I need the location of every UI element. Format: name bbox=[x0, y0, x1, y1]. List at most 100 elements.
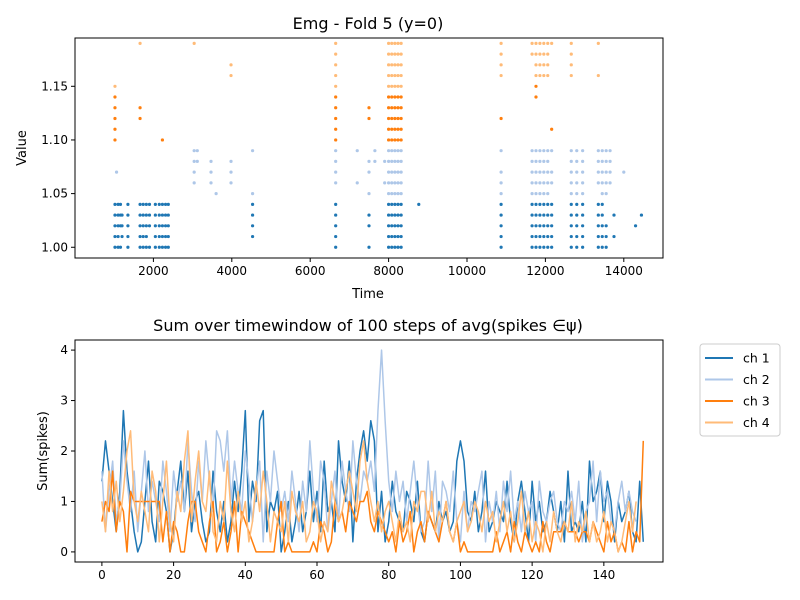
scatter-point-series-2 bbox=[542, 149, 546, 153]
scatter-point-series-2 bbox=[214, 192, 218, 196]
scatter-point-series-3 bbox=[138, 106, 142, 110]
scatter-point-series-2 bbox=[195, 159, 199, 164]
scatter-point-series-1 bbox=[166, 245, 170, 249]
x-tick-label: 140 bbox=[592, 568, 615, 582]
scatter-point-series-2 bbox=[534, 159, 538, 164]
scatter-point-series-1 bbox=[396, 224, 400, 228]
x-tick-label: 14000 bbox=[605, 264, 643, 278]
scatter-point-series-2 bbox=[542, 170, 546, 174]
scatter-point-series-2 bbox=[538, 192, 542, 196]
line-series-1 bbox=[101, 409, 645, 553]
scatter-point-series-2 bbox=[546, 170, 550, 174]
scatter-point-series-4 bbox=[538, 41, 542, 45]
scatter-point-series-1 bbox=[499, 245, 503, 249]
scatter-point-series-4 bbox=[387, 52, 391, 56]
scatter-point-series-4 bbox=[399, 41, 403, 45]
line-series-2 bbox=[101, 349, 637, 543]
scatter-point-series-2 bbox=[546, 159, 550, 164]
scatter-point-series-3 bbox=[113, 116, 117, 121]
scatter-point-series-1 bbox=[118, 202, 123, 206]
scatter-point-series-3 bbox=[160, 138, 165, 142]
scatter-point-series-1 bbox=[393, 245, 397, 249]
scatter-point-series-1 bbox=[596, 224, 600, 228]
scatter-point-series-2 bbox=[596, 181, 600, 185]
scatter-point-series-1 bbox=[499, 234, 503, 239]
scatter-point-series-1 bbox=[141, 234, 145, 239]
scatter-point-series-1 bbox=[600, 234, 604, 239]
scatter-point-series-2 bbox=[534, 149, 538, 153]
scatter-point-series-3 bbox=[396, 106, 400, 110]
scatter-point-series-1 bbox=[396, 202, 400, 206]
scatter-point-series-2 bbox=[229, 170, 233, 174]
legend-label: ch 2 bbox=[743, 372, 770, 387]
scatter-point-series-3 bbox=[534, 84, 538, 88]
bottom-chart: Sum over timewindow of 100 steps of avg(… bbox=[36, 316, 781, 582]
scatter-point-series-1 bbox=[141, 224, 145, 228]
scatter-point-series-1 bbox=[390, 213, 394, 217]
bottom-chart-lines bbox=[101, 349, 645, 553]
x-tick-label: 12000 bbox=[526, 264, 564, 278]
scatter-point-series-1 bbox=[116, 234, 120, 239]
scatter-point-series-3 bbox=[387, 95, 391, 99]
scatter-point-series-2 bbox=[538, 149, 542, 153]
scatter-point-series-2 bbox=[192, 181, 196, 185]
scatter-point-series-1 bbox=[542, 245, 546, 249]
scatter-point-series-1 bbox=[546, 245, 550, 249]
scatter-point-series-2 bbox=[600, 159, 604, 164]
scatter-point-series-3 bbox=[396, 127, 400, 131]
scatter-point-series-4 bbox=[569, 63, 573, 67]
scatter-point-series-2 bbox=[596, 170, 600, 174]
scatter-point-series-2 bbox=[383, 159, 387, 164]
scatter-point-series-1 bbox=[387, 245, 391, 249]
scatter-point-series-4 bbox=[393, 84, 397, 88]
scatter-point-series-2 bbox=[581, 170, 585, 174]
scatter-point-series-1 bbox=[113, 202, 117, 206]
scatter-point-series-2 bbox=[550, 170, 554, 174]
scatter-point-series-2 bbox=[608, 170, 612, 174]
scatter-point-series-2 bbox=[367, 192, 371, 196]
scatter-point-series-1 bbox=[144, 224, 148, 228]
scatter-point-series-4 bbox=[538, 73, 542, 78]
scatter-point-series-1 bbox=[163, 224, 168, 228]
scatter-point-series-3 bbox=[390, 106, 394, 110]
scatter-point-series-2 bbox=[396, 159, 400, 164]
scatter-point-series-2 bbox=[387, 192, 391, 196]
scatter-point-series-4 bbox=[542, 63, 546, 67]
scatter-point-series-1 bbox=[138, 234, 142, 239]
scatter-point-series-4 bbox=[390, 84, 394, 88]
scatter-point-series-4 bbox=[399, 63, 403, 67]
scatter-point-series-1 bbox=[575, 224, 579, 228]
scatter-point-series-4 bbox=[546, 73, 550, 78]
scatter-point-series-1 bbox=[120, 224, 124, 228]
scatter-point-series-2 bbox=[604, 149, 608, 153]
scatter-point-series-2 bbox=[399, 149, 403, 153]
scatter-point-series-1 bbox=[534, 213, 538, 217]
scatter-point-series-2 bbox=[355, 181, 359, 185]
scatter-point-series-1 bbox=[147, 224, 152, 228]
scatter-point-series-2 bbox=[393, 192, 397, 196]
scatter-point-series-1 bbox=[604, 224, 608, 228]
x-tick-label: 80 bbox=[381, 568, 396, 582]
scatter-point-series-4 bbox=[530, 41, 534, 45]
bottom-chart-title: Sum over timewindow of 100 steps of avg(… bbox=[153, 316, 583, 335]
scatter-point-series-4 bbox=[538, 52, 542, 56]
scatter-point-series-2 bbox=[604, 159, 608, 164]
scatter-point-series-1 bbox=[153, 234, 157, 239]
scatter-point-series-2 bbox=[393, 181, 397, 185]
x-tick-label: 20 bbox=[166, 568, 181, 582]
scatter-point-series-1 bbox=[550, 245, 554, 249]
x-tick-label: 60 bbox=[309, 568, 324, 582]
scatter-point-series-2 bbox=[399, 181, 403, 185]
scatter-point-series-1 bbox=[160, 245, 165, 249]
scatter-point-series-1 bbox=[534, 224, 538, 228]
scatter-point-series-2 bbox=[383, 181, 387, 185]
scatter-point-series-1 bbox=[153, 213, 157, 217]
scatter-point-series-1 bbox=[157, 234, 161, 239]
scatter-point-series-1 bbox=[399, 234, 403, 239]
scatter-point-series-4 bbox=[534, 63, 538, 67]
scatter-point-series-1 bbox=[575, 234, 579, 239]
scatter-point-series-1 bbox=[126, 224, 130, 228]
scatter-point-series-2 bbox=[499, 170, 503, 174]
scatter-point-series-4 bbox=[399, 73, 403, 78]
